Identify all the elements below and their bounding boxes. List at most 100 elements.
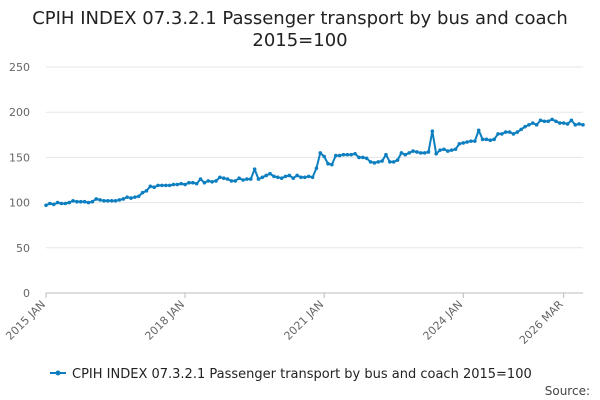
y-tick-label: 150 bbox=[9, 151, 30, 164]
data-point bbox=[581, 123, 585, 127]
x-tick-label: 2015 JAN bbox=[3, 298, 48, 343]
legend-label: CPIH INDEX 07.3.2.1 Passenger transport … bbox=[72, 367, 532, 382]
data-point bbox=[399, 151, 404, 155]
data-point bbox=[434, 151, 438, 156]
data-point bbox=[163, 183, 168, 188]
data-point bbox=[303, 175, 307, 180]
data-point bbox=[299, 175, 303, 180]
data-point bbox=[488, 138, 493, 143]
data-point bbox=[573, 123, 578, 127]
data-point bbox=[71, 198, 75, 203]
data-point bbox=[415, 150, 419, 154]
chart-subtitle: 2015=100 bbox=[252, 30, 348, 51]
data-point bbox=[461, 141, 466, 145]
data-point bbox=[276, 175, 280, 180]
data-point bbox=[136, 194, 141, 199]
data-point bbox=[248, 177, 253, 181]
data-point bbox=[507, 130, 512, 134]
data-point bbox=[384, 152, 388, 157]
data-point bbox=[183, 182, 187, 187]
data-point bbox=[511, 132, 516, 136]
data-point bbox=[268, 171, 272, 176]
data-point bbox=[503, 130, 508, 134]
data-point bbox=[310, 175, 315, 180]
data-point bbox=[218, 175, 222, 180]
x-tick-label: 2026 MAR bbox=[517, 298, 566, 347]
data-point bbox=[364, 156, 369, 161]
data-point bbox=[341, 152, 346, 157]
data-point bbox=[125, 195, 129, 199]
data-point bbox=[140, 190, 145, 195]
data-point bbox=[476, 128, 481, 133]
data-point bbox=[542, 119, 547, 124]
x-tick-label: 2018 JAN bbox=[142, 298, 187, 343]
data-point bbox=[59, 201, 64, 206]
data-point bbox=[457, 142, 462, 146]
data-point bbox=[67, 200, 71, 205]
data-point bbox=[287, 173, 292, 178]
data-point bbox=[175, 182, 180, 187]
data-point bbox=[106, 198, 110, 203]
data-point bbox=[260, 175, 265, 180]
data-point bbox=[395, 158, 400, 162]
data-point bbox=[449, 148, 454, 152]
data-point bbox=[380, 159, 384, 163]
data-point bbox=[407, 151, 411, 155]
data-point bbox=[357, 155, 361, 160]
data-point bbox=[291, 176, 296, 180]
data-point bbox=[442, 147, 446, 152]
data-point bbox=[156, 183, 160, 188]
data-point bbox=[202, 180, 207, 185]
data-point bbox=[333, 153, 338, 158]
data-point bbox=[94, 197, 99, 201]
y-tick-label: 50 bbox=[16, 242, 30, 255]
data-point bbox=[546, 119, 551, 124]
data-point bbox=[144, 189, 149, 193]
data-point bbox=[229, 179, 234, 183]
data-point bbox=[314, 166, 319, 171]
data-point bbox=[465, 140, 469, 144]
data-point bbox=[527, 123, 531, 127]
y-tick-label: 250 bbox=[9, 61, 30, 74]
data-point bbox=[225, 177, 230, 181]
data-point bbox=[403, 152, 408, 157]
data-point bbox=[388, 160, 392, 164]
data-point bbox=[55, 200, 60, 205]
data-point bbox=[121, 197, 126, 201]
data-point bbox=[279, 176, 284, 180]
data-point bbox=[550, 117, 554, 122]
y-tick-label: 0 bbox=[23, 287, 30, 300]
data-point bbox=[179, 181, 184, 186]
data-point bbox=[272, 174, 276, 179]
data-point bbox=[48, 201, 52, 206]
data-point bbox=[295, 173, 299, 178]
legend-point-marker bbox=[55, 370, 61, 376]
data-point bbox=[63, 201, 68, 206]
data-point bbox=[411, 149, 415, 153]
data-point bbox=[160, 183, 164, 188]
data-point bbox=[515, 130, 520, 134]
data-point bbox=[453, 147, 458, 152]
data-point bbox=[129, 196, 133, 200]
data-point bbox=[206, 179, 211, 183]
data-point bbox=[221, 176, 226, 180]
data-point bbox=[430, 129, 435, 133]
data-point bbox=[318, 151, 323, 155]
data-point bbox=[554, 119, 558, 124]
data-point bbox=[376, 160, 381, 164]
data-point bbox=[326, 161, 330, 166]
data-point bbox=[445, 149, 450, 153]
data-point bbox=[322, 154, 326, 159]
data-point bbox=[194, 181, 199, 186]
data-point bbox=[256, 177, 261, 181]
data-point bbox=[264, 173, 269, 178]
data-point bbox=[492, 137, 496, 142]
data-point bbox=[469, 139, 473, 143]
chart-title: CPIH INDEX 07.3.2.1 Passenger transport … bbox=[0, 8, 600, 52]
data-point bbox=[133, 195, 137, 199]
data-point bbox=[109, 198, 114, 203]
y-tick-label: 100 bbox=[9, 197, 30, 210]
x-tick-label: 2021 JAN bbox=[282, 298, 327, 343]
data-point bbox=[198, 177, 203, 181]
